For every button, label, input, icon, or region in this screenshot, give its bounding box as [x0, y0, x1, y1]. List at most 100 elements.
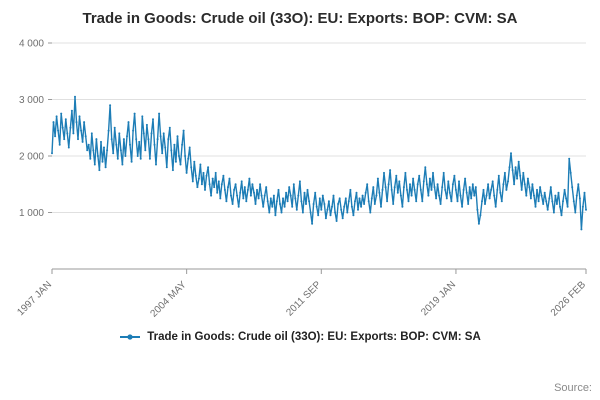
legend-line-marker-icon [120, 334, 141, 340]
data-point [441, 185, 444, 188]
chart-canvas: 1 000 2 000 3 000 4 000 1997 JAN 2004 MAY 2011… [15, 38, 588, 319]
data-point [562, 199, 564, 202]
data-point [366, 183, 369, 186]
data-point [341, 216, 344, 219]
data-point [502, 183, 505, 186]
data-point [355, 191, 358, 194]
data-point [566, 205, 569, 208]
data-point [543, 191, 546, 194]
data-point [337, 202, 340, 205]
data-point [80, 129, 83, 132]
data-point [213, 185, 216, 188]
data-point [70, 109, 73, 112]
data-point [116, 157, 119, 160]
data-point [407, 199, 410, 202]
data-point [383, 171, 385, 174]
data-point [505, 188, 508, 191]
data-point [170, 149, 173, 152]
data-point [575, 194, 578, 197]
data-point [444, 188, 447, 191]
data-point [153, 143, 156, 146]
data-point [428, 177, 431, 180]
data-point [487, 183, 490, 186]
data-point [84, 134, 87, 137]
legend-item[interactable]: Trade in Goods: Crude oil (33O): EU: Exp… [0, 331, 600, 343]
data-point [219, 197, 222, 200]
data-point [526, 177, 529, 180]
data-point [482, 188, 485, 191]
chart-area: 1 000 2 000 3 000 4 000 1997 JAN 2004 MAY 2011… [0, 29, 600, 329]
data-point [467, 202, 470, 205]
data-point [266, 199, 269, 202]
data-point [459, 194, 462, 197]
data-point [98, 168, 101, 171]
data-point [559, 205, 561, 208]
data-point [135, 137, 138, 140]
data-point [392, 202, 395, 205]
data-point [477, 222, 480, 225]
data-point [490, 188, 493, 191]
data-point [110, 137, 113, 140]
data-point [338, 197, 341, 200]
data-point [421, 199, 424, 202]
data-point [89, 157, 92, 160]
data-point [413, 188, 416, 191]
data-point [369, 211, 372, 214]
data-point [115, 143, 118, 146]
data-point [211, 177, 214, 180]
data-point [372, 185, 375, 188]
data-point [390, 188, 393, 191]
data-point [500, 199, 503, 202]
data-point [517, 160, 520, 163]
data-point [577, 183, 580, 186]
source-label: Source: [554, 382, 592, 394]
data-point [393, 185, 396, 188]
data-point [419, 188, 422, 191]
data-point [202, 171, 205, 174]
data-point [386, 199, 389, 202]
data-point [132, 129, 135, 132]
data-point [481, 199, 483, 202]
data-point [164, 146, 167, 149]
data-point [291, 205, 294, 208]
data-point [162, 132, 165, 135]
data-point [298, 180, 301, 183]
data-point [109, 103, 112, 106]
data-point [279, 202, 281, 205]
data-point [425, 183, 428, 186]
data-point [583, 191, 586, 194]
data-point [64, 118, 67, 121]
data-point [222, 174, 225, 177]
data-point [69, 126, 72, 129]
data-point [534, 205, 537, 208]
data-point [294, 197, 297, 200]
data-point [249, 194, 252, 197]
data-point [67, 146, 70, 149]
data-point [324, 216, 327, 219]
data-point [297, 194, 300, 197]
data-point [54, 134, 57, 137]
data-point [277, 188, 280, 191]
data-point [468, 185, 471, 188]
data-point [176, 134, 179, 137]
x-axis-label: 2019 JAN [419, 279, 458, 318]
data-point [265, 185, 268, 188]
data-point [555, 202, 558, 205]
data-point [55, 115, 58, 118]
data-point [121, 163, 124, 166]
data-point [321, 194, 324, 197]
data-point [389, 168, 392, 171]
data-point [133, 112, 136, 115]
data-point [508, 166, 511, 169]
data-point [572, 199, 575, 202]
data-point [256, 188, 258, 191]
data-point [439, 202, 442, 205]
data-point [525, 194, 528, 197]
data-point [312, 202, 315, 205]
data-point [412, 177, 415, 180]
data-point [557, 191, 560, 194]
data-point [173, 143, 176, 146]
data-point [51, 151, 53, 154]
data-point [106, 149, 109, 152]
